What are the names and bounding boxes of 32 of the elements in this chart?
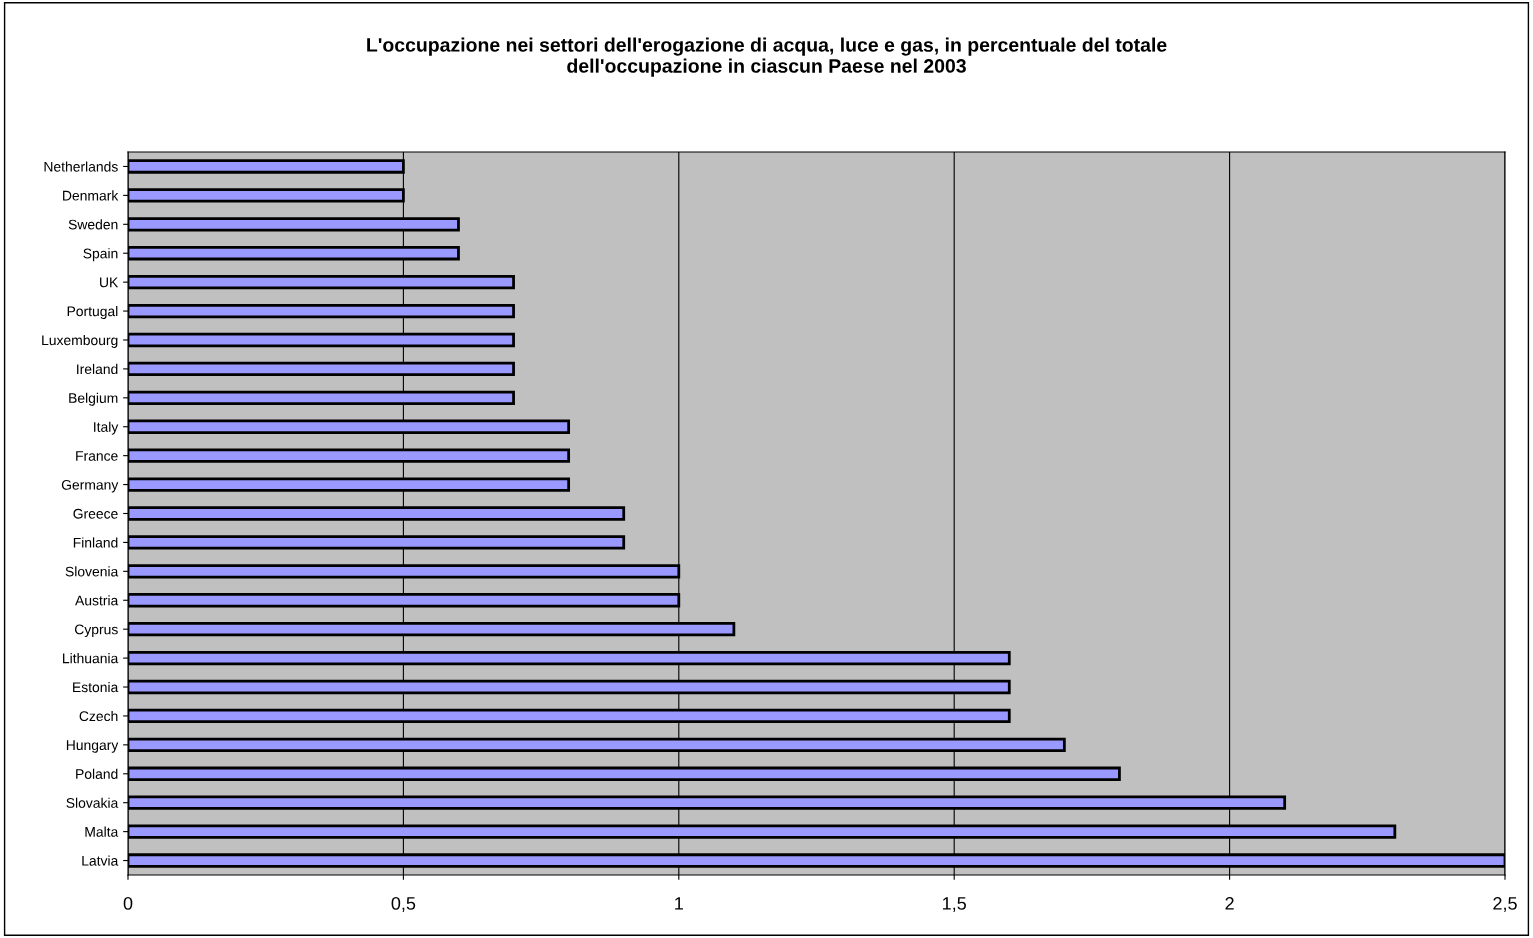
x-tick-label: 1,5 xyxy=(943,897,966,912)
x-tick-label: 0,5 xyxy=(391,897,416,912)
y-tick-label: Spain xyxy=(83,248,118,262)
y-tick-label: France xyxy=(76,451,118,461)
y-tick-label: Slovenia xyxy=(65,566,119,577)
y-tick-label: Germany xyxy=(61,479,119,493)
x-tick-label: 0 xyxy=(123,897,133,910)
x-tick-label: 2 xyxy=(1225,897,1234,910)
y-tick-label: Hungary xyxy=(66,740,119,753)
y-tick-label: Belgium xyxy=(69,392,118,406)
y-tick-label: Malta xyxy=(85,826,119,837)
y-tick-label: Cyprus xyxy=(74,624,118,638)
y-tick-label: Finland xyxy=(73,537,118,548)
y-tick-label: Slovakia xyxy=(66,797,119,808)
y-tick-label: Czech xyxy=(79,710,118,722)
y-tick-label: Latvia xyxy=(82,855,119,866)
x-tick-label: 1 xyxy=(675,897,683,910)
y-tick-label: UK xyxy=(100,277,119,288)
y-tick-label: Estonia xyxy=(73,681,119,693)
y-tick-label: Luxembourg xyxy=(42,334,118,348)
y-tick-label: Poland xyxy=(76,768,118,779)
chart-title: L'occupazione nei settori dell'erogazione di acqua, luce e gas, in percentuale del totale dell'occupazione in ciascun Paese nel 2003 xyxy=(367,37,1167,77)
y-tick-label: Italy xyxy=(94,421,119,435)
y-tick-label: Greece xyxy=(73,508,118,519)
y-tick-label: Denmark xyxy=(63,190,119,201)
x-tick-label: 2,5 xyxy=(1493,897,1517,912)
y-tick-label: Lithuania xyxy=(63,653,119,664)
y-tick-label: Sweden xyxy=(68,219,118,230)
y-tick-label: Netherlands xyxy=(44,161,118,172)
y-tick-label: Portugal xyxy=(67,306,118,319)
y-tick-label: Austria xyxy=(75,595,119,606)
y-tick-label: Ireland xyxy=(77,363,118,375)
